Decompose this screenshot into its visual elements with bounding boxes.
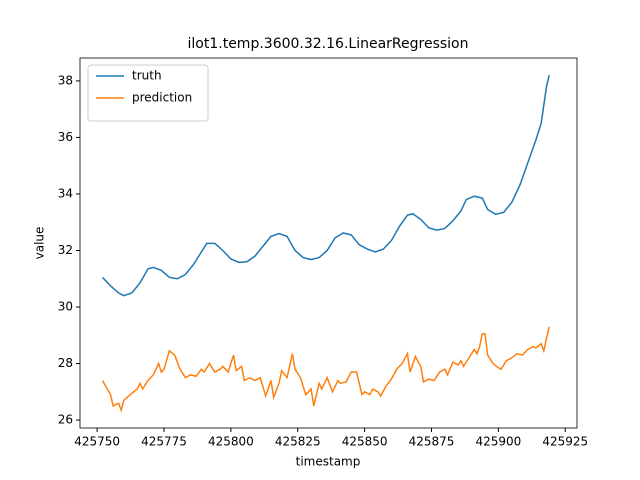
y-tick-label: 34 bbox=[58, 186, 73, 200]
y-axis-label: value bbox=[33, 227, 47, 260]
x-tick-label: 425900 bbox=[475, 435, 521, 449]
y-tick-label: 32 bbox=[58, 243, 73, 257]
y-tick-label: 36 bbox=[58, 130, 73, 144]
legend-box bbox=[87, 64, 209, 122]
y-tick-label: 26 bbox=[58, 413, 73, 427]
x-tick-label: 425925 bbox=[542, 435, 588, 449]
x-axis-label: timestamp bbox=[296, 455, 361, 469]
legend-label: truth bbox=[132, 69, 162, 83]
data-line bbox=[101, 326, 550, 413]
plot-frame bbox=[79, 57, 578, 429]
data-line bbox=[101, 75, 550, 297]
y-tick-label: 38 bbox=[58, 73, 73, 87]
x-tick-label: 425850 bbox=[342, 435, 388, 449]
x-tick-label: 425800 bbox=[208, 435, 254, 449]
x-tick-label: 425775 bbox=[141, 435, 187, 449]
x-tick-label: 425750 bbox=[74, 435, 120, 449]
y-tick-label: 30 bbox=[58, 300, 73, 314]
x-tick-label: 425875 bbox=[409, 435, 455, 449]
x-tick-label: 425825 bbox=[275, 435, 321, 449]
legend-label: prediction bbox=[132, 91, 192, 105]
y-tick-label: 28 bbox=[58, 356, 73, 370]
chart-title: ilot1.temp.3600.32.16.LinearRegression bbox=[188, 36, 469, 52]
